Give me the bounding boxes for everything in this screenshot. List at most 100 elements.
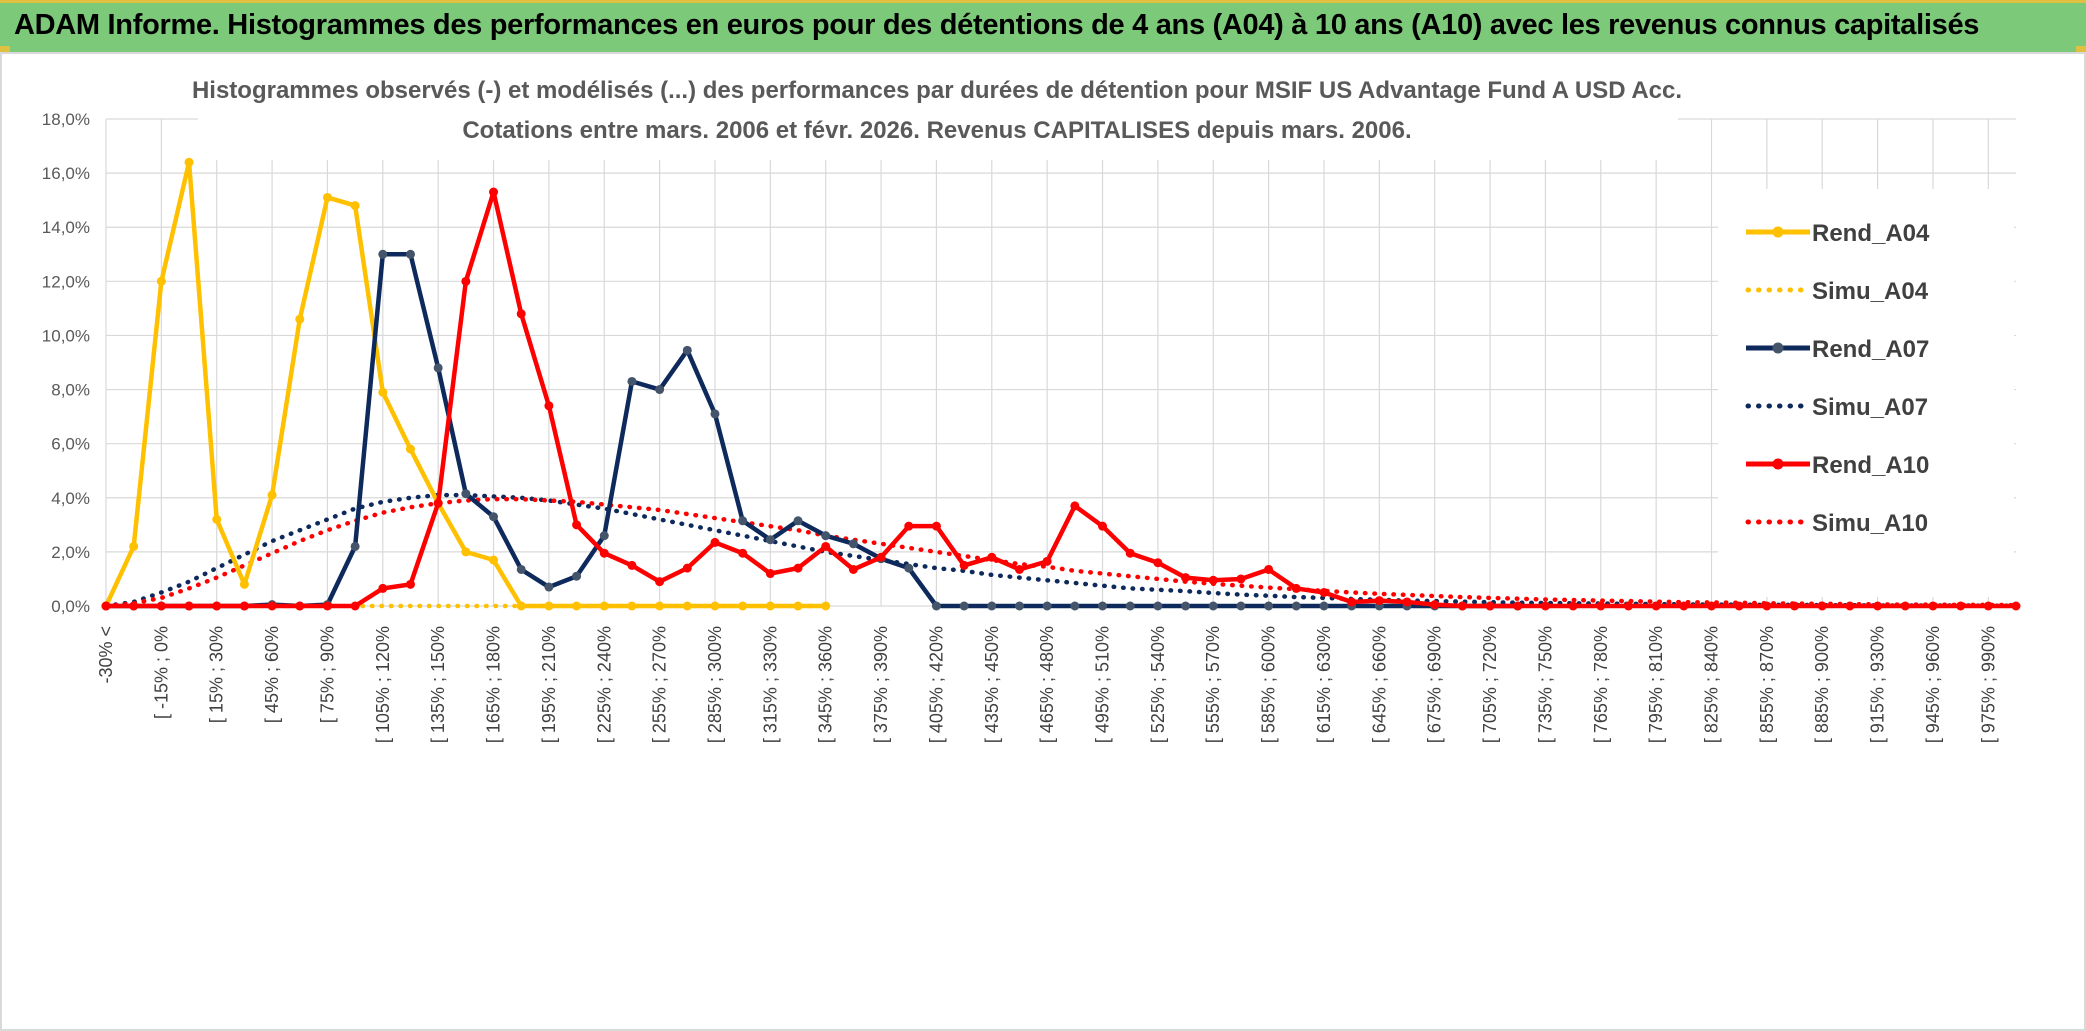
series-line-rend-a10 — [106, 189, 2016, 609]
point-rend-a10 — [599, 548, 609, 558]
point-rend-a04 — [489, 555, 499, 565]
point-rend-a10 — [710, 537, 720, 547]
point-rend-a10 — [848, 564, 858, 574]
x-tick-label: [ 975% ; 990% — [1978, 626, 1998, 743]
legend-label-simu-a10: Simu_A10 — [1812, 510, 1928, 537]
chart-title-line-1: Histogrammes observés (-) et modélisés (… — [192, 77, 1682, 104]
point-rend-a07 — [1208, 601, 1218, 611]
point-rend-a04 — [599, 601, 609, 611]
y-tick-label: 8,0% — [51, 381, 90, 400]
point-rend-a07 — [405, 249, 415, 259]
legend-marker-rend-a04 — [1772, 226, 1784, 238]
series-line-simu-a10 — [103, 496, 2019, 609]
point-rend-a10 — [378, 583, 388, 593]
point-rend-a10 — [267, 601, 277, 611]
point-rend-a10 — [1485, 601, 1495, 611]
point-rend-a10 — [821, 541, 831, 551]
point-rend-a10 — [1873, 601, 1883, 611]
x-tick-label: [ 855% ; 870% — [1757, 626, 1777, 743]
x-axis-ticks: -30% < [ -15% ; 0% [ 15% ; 30% [ 45% ; 60% [… — [96, 626, 1998, 743]
point-rend-a10 — [1042, 556, 1052, 566]
point-rend-a07 — [1125, 601, 1135, 611]
point-rend-a10 — [682, 563, 692, 573]
point-rend-a10 — [544, 401, 554, 411]
y-tick-label: 14,0% — [42, 218, 90, 237]
point-rend-a07 — [1319, 601, 1329, 611]
x-tick-label: [ 75% ; 90% — [317, 626, 337, 723]
point-rend-a10 — [1900, 601, 1910, 611]
point-rend-a07 — [848, 539, 858, 549]
point-rend-a07 — [627, 376, 637, 386]
point-rend-a04 — [821, 601, 831, 611]
series-line-rend-a07 — [106, 252, 1518, 609]
point-rend-a04 — [682, 601, 692, 611]
point-rend-a10 — [1236, 574, 1246, 584]
corner-accent-right — [2076, 46, 2086, 52]
x-tick-label: [ 405% ; 420% — [926, 626, 946, 743]
legend-marker-rend-a10 — [1772, 458, 1784, 470]
point-rend-a10 — [738, 548, 748, 558]
title-banner: ADAM Informe. Histogrammes des performan… — [0, 0, 2086, 52]
point-rend-a07 — [1070, 601, 1080, 611]
point-rend-a04 — [655, 601, 665, 611]
point-rend-a10 — [876, 552, 886, 562]
point-rend-a10 — [904, 521, 914, 531]
point-rend-a04 — [461, 547, 471, 557]
x-tick-label: [ 285% ; 300% — [705, 626, 725, 743]
point-rend-a04 — [239, 579, 249, 589]
x-tick-label: [ 825% ; 840% — [1702, 626, 1722, 743]
x-tick-label: [ 465% ; 480% — [1037, 626, 1057, 743]
point-rend-a10 — [1125, 548, 1135, 558]
point-rend-a04 — [738, 601, 748, 611]
point-rend-a10 — [1430, 600, 1440, 610]
x-tick-label: [ 45% ; 60% — [262, 626, 282, 723]
title-backdrop — [198, 60, 1678, 160]
point-rend-a07 — [461, 489, 471, 499]
x-tick-label: [ 885% ; 900% — [1812, 626, 1832, 743]
point-rend-a10 — [1070, 501, 1080, 511]
point-rend-a04 — [627, 601, 637, 611]
x-tick-label: [ 765% ; 780% — [1591, 626, 1611, 743]
point-rend-a04 — [516, 601, 526, 611]
point-rend-a10 — [627, 560, 637, 570]
x-tick-label: [ 345% ; 360% — [816, 626, 836, 743]
point-rend-a10 — [1762, 601, 1772, 611]
point-rend-a10 — [129, 601, 139, 611]
x-tick-label: [ 15% ; 30% — [207, 626, 227, 723]
series-lines — [101, 157, 2021, 611]
point-rend-a04 — [572, 601, 582, 611]
x-tick-label: [ 315% ; 330% — [760, 626, 780, 743]
y-tick-label: 6,0% — [51, 435, 90, 454]
legend-label-simu-a07: Simu_A07 — [1812, 394, 1928, 421]
point-rend-a10 — [322, 601, 332, 611]
point-rend-a07 — [1291, 601, 1301, 611]
point-rend-a10 — [156, 601, 166, 611]
point-rend-a10 — [1457, 601, 1467, 611]
point-rend-a07 — [350, 541, 360, 551]
point-rend-a10 — [1817, 601, 1827, 611]
point-rend-a10 — [405, 579, 415, 589]
x-tick-label: [ 945% ; 960% — [1923, 626, 1943, 743]
point-rend-a10 — [461, 276, 471, 286]
x-tick-label: [ 255% ; 270% — [650, 626, 670, 743]
y-axis-ticks: 0,0% 2,0% 4,0% 6,0% 8,0% 10,0% 12,0% 14,0% 16,0%… — [42, 110, 90, 616]
point-rend-a10 — [239, 601, 249, 611]
point-rend-a10 — [959, 560, 969, 570]
point-rend-a04 — [267, 490, 277, 500]
point-rend-a10 — [1568, 601, 1578, 611]
point-rend-a04 — [793, 601, 803, 611]
point-rend-a10 — [433, 498, 443, 508]
x-tick-label: [ 615% ; 630% — [1314, 626, 1334, 743]
y-tick-label: 16,0% — [42, 164, 90, 183]
point-rend-a10 — [1347, 597, 1357, 607]
x-tick-label: -30% < — [96, 626, 116, 684]
point-rend-a04 — [350, 201, 360, 211]
x-tick-label: [ 165% ; 180% — [484, 626, 504, 743]
point-rend-a07 — [1153, 601, 1163, 611]
y-tick-label: 0,0% — [51, 597, 90, 616]
legend-label-rend-a10: Rend_A10 — [1812, 452, 1929, 479]
corner-accent-left — [0, 46, 10, 52]
x-tick-label: [ 915% ; 930% — [1868, 626, 1888, 743]
point-rend-a10 — [1734, 601, 1744, 611]
point-rend-a10 — [1707, 601, 1717, 611]
